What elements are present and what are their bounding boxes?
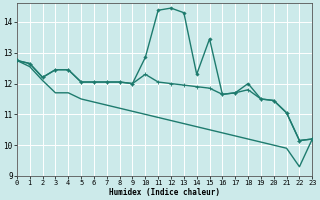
X-axis label: Humidex (Indice chaleur): Humidex (Indice chaleur) <box>109 188 220 197</box>
